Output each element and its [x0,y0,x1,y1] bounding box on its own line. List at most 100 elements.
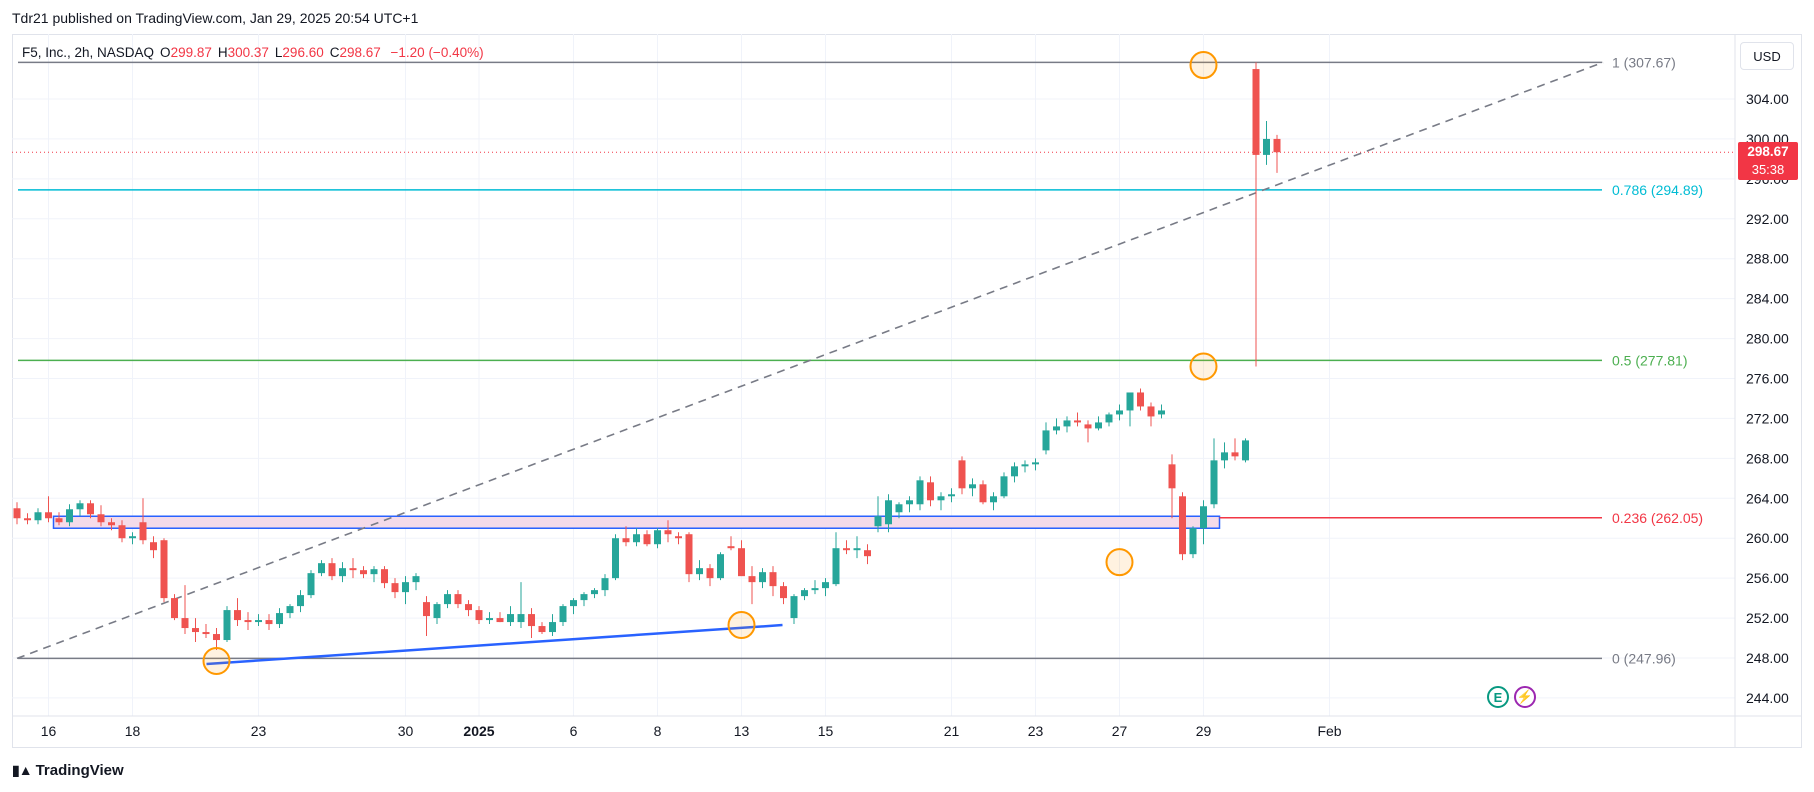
candle-body [906,500,913,505]
candle-body [412,576,420,583]
legend-low-label: L [274,45,283,60]
candle-body [108,522,115,526]
candle-body [622,538,630,543]
candle-body [454,594,462,605]
candle-body [118,525,126,539]
candle-body [202,632,210,635]
legend-close-label: C [329,45,340,60]
highlight-circle [727,611,756,640]
candle-body [790,596,798,619]
candle-body [601,578,609,591]
candle-body [1105,414,1113,423]
candle-body [549,622,556,633]
time-axis-label: 30 [398,723,414,739]
fib-label-0_5: 0.5 (277.81) [1612,352,1688,368]
candle-body [181,618,189,629]
candle-body [34,512,42,521]
candle-body [885,500,892,525]
candle-body [1158,410,1165,415]
candle-body [1063,420,1071,427]
time-axis-label: 6 [570,723,578,739]
candle-body [1179,496,1186,555]
price-axis-label: 304.00 [1746,91,1789,107]
last-price-tag: 298.67 35:38 [1738,142,1798,180]
fib-label-0_236: 0.236 (262.05) [1612,510,1703,526]
candle-body [76,503,84,510]
candle-body [664,530,672,535]
candle-body [811,588,819,591]
chart-frame[interactable] [12,34,1802,748]
highlight-circle [1189,352,1218,381]
currency-button[interactable]: USD [1740,42,1794,70]
candle-body [45,512,52,519]
candle-body [1273,138,1281,153]
candle-body [223,610,231,641]
candle-body [486,618,493,621]
price-axis-label: 244.00 [1746,690,1789,706]
candle-body [244,620,252,623]
candle-body [822,582,829,589]
price-axis-label: 292.00 [1746,211,1789,227]
time-axis-label: 23 [251,723,267,739]
legend-low: 296.60 [282,45,324,60]
highlight-circle [202,646,231,675]
candle-body [948,494,955,497]
time-axis-label: 16 [41,723,57,739]
candle-body [87,503,94,515]
support-zone [52,515,1221,529]
candle-body [832,548,840,585]
candle-body [213,634,220,641]
time-axis-label: Feb [1317,723,1341,739]
candle-body [1032,462,1039,465]
candle-body [66,509,73,523]
candle-body [370,569,378,575]
time-axis-label: 15 [818,723,834,739]
candle-body [129,536,136,539]
price-axis-label: 264.00 [1746,490,1789,506]
candle-body [927,482,934,501]
candle-body [402,582,409,593]
candle-body [654,530,661,545]
candle-body [1000,476,1008,497]
candle-body [801,590,808,597]
candle-body [1231,452,1239,457]
candle-body [1200,506,1207,529]
fib-label-0_786: 0.786 (294.89) [1612,182,1703,198]
candle-body [685,534,693,575]
legend-change: −1.20 (−0.40%) [390,45,484,60]
fib-label-1: 1 (307.67) [1612,54,1676,70]
candle-body [633,534,640,543]
tradingview-logo[interactable]: ▮▲ TradingView [12,762,124,779]
candle-body [748,576,756,583]
candle-body [391,583,399,593]
legend-open-label: O [160,45,171,60]
candle-body [517,614,525,623]
candle-body [339,568,346,577]
candle-body [234,610,241,621]
price-axis-label: 248.00 [1746,650,1789,666]
candle-body [675,536,682,539]
candle-body [643,534,651,545]
candle-body [433,604,441,619]
highlight-circle [1105,548,1134,577]
candle-body [171,598,178,619]
candle-body [591,590,598,595]
price-axis-label: 284.00 [1746,291,1789,307]
candle-body [559,606,567,623]
earnings-event-icon[interactable]: E [1487,686,1509,708]
candle-body [538,626,546,633]
candle-body [864,550,871,557]
legend-open: 299.87 [170,45,212,60]
time-axis-label: 8 [654,723,662,739]
price-axis-label: 288.00 [1746,251,1789,267]
split-event-icon[interactable]: ⚡ [1514,686,1536,708]
time-axis-label: 18 [125,723,141,739]
candle-body [1137,392,1144,407]
candle-body [979,484,987,503]
candle-body [381,569,388,584]
candle-body [150,542,157,551]
candle-body [895,504,903,513]
candle-body [727,546,735,549]
candle-body [1074,420,1081,423]
